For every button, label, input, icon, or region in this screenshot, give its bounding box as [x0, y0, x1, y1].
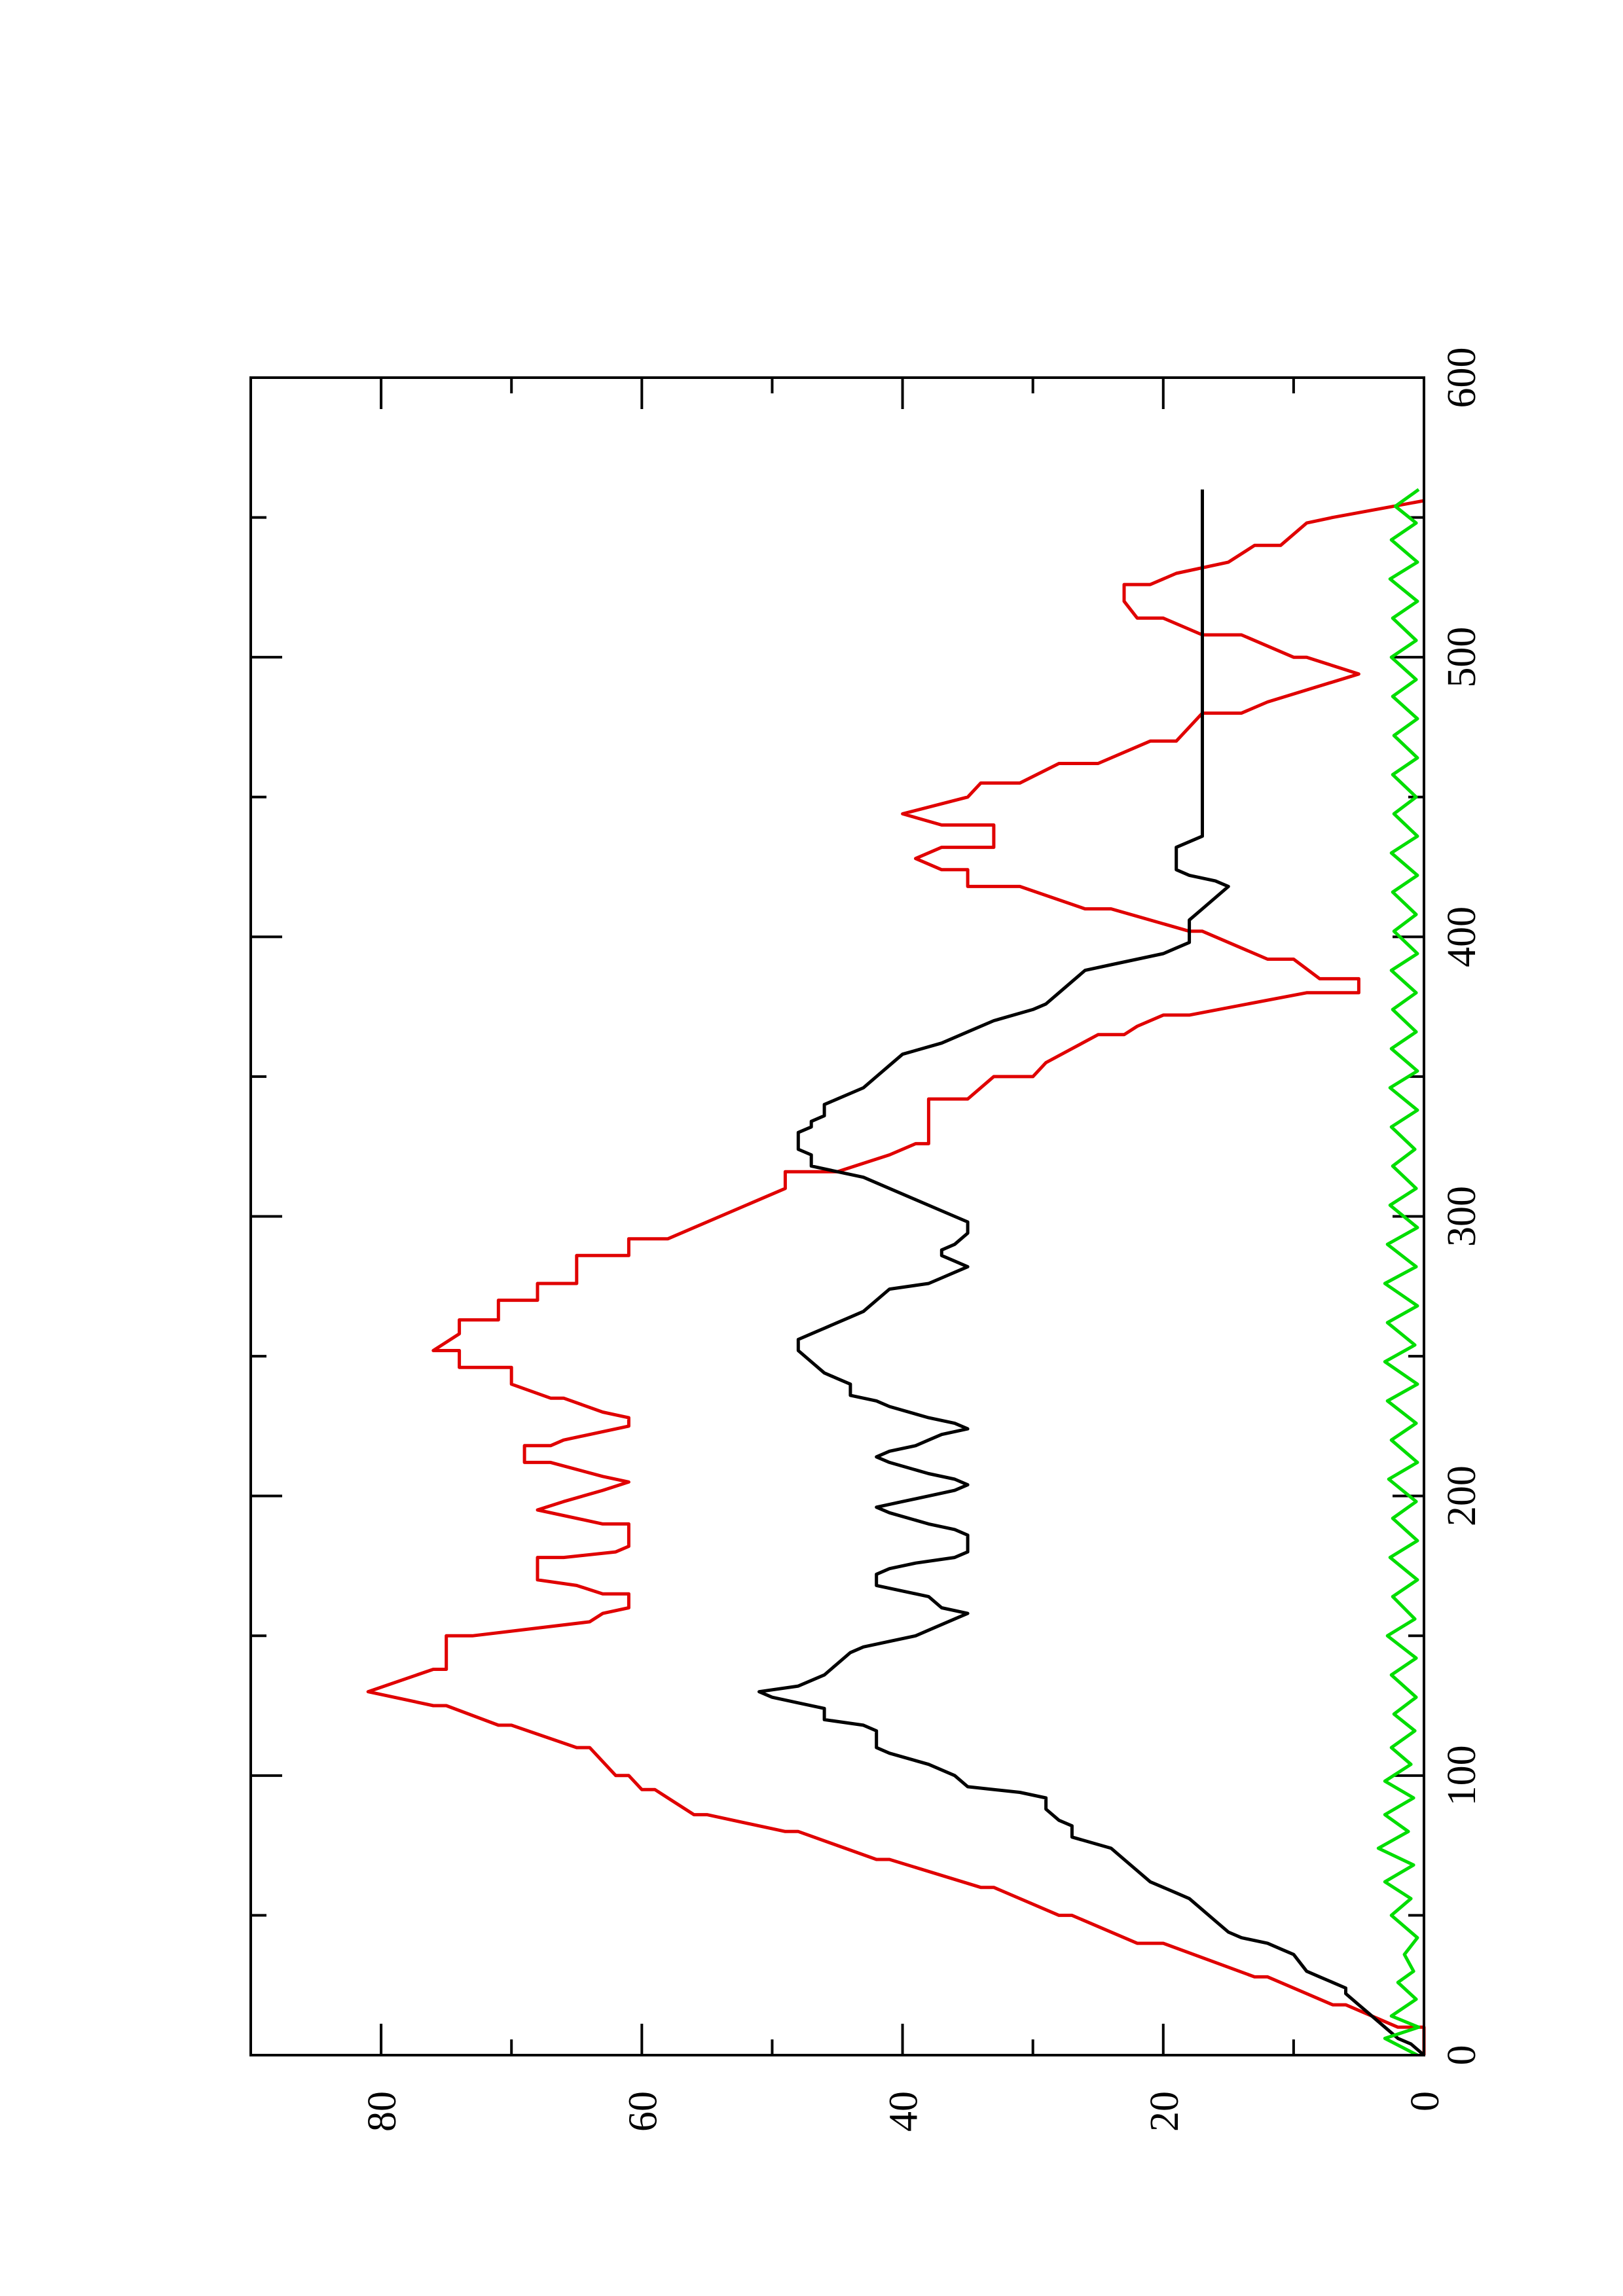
x-tick-label: 600: [1440, 348, 1484, 408]
y-tick-label: 80: [360, 2091, 405, 2132]
x-tick-label: 100: [1440, 1745, 1484, 1806]
series-line-black: [757, 489, 1425, 2056]
x-tick-label: 400: [1440, 906, 1484, 967]
x-tick-label: 200: [1440, 1465, 1484, 1526]
axis-tick-labels: 0 100 200 300 400 500 600 0 20 40 60 80: [360, 348, 1484, 2132]
plot-frame: [249, 376, 1425, 2056]
x-tick-label: 0: [1440, 2045, 1484, 2066]
y-tick-label: 40: [882, 2091, 926, 2132]
chart-series: [366, 488, 1426, 2057]
x-tick-label: 300: [1440, 1186, 1484, 1247]
y-tick-label: 20: [1142, 2091, 1187, 2132]
series-line-green: [1376, 488, 1421, 2057]
y-tick-label: 60: [621, 2091, 665, 2132]
y-tick-label: 0: [1403, 2091, 1448, 2111]
x-tick-label: 500: [1440, 627, 1484, 688]
series-line-red: [366, 499, 1426, 2055]
axis-ticks: [249, 376, 1425, 2056]
